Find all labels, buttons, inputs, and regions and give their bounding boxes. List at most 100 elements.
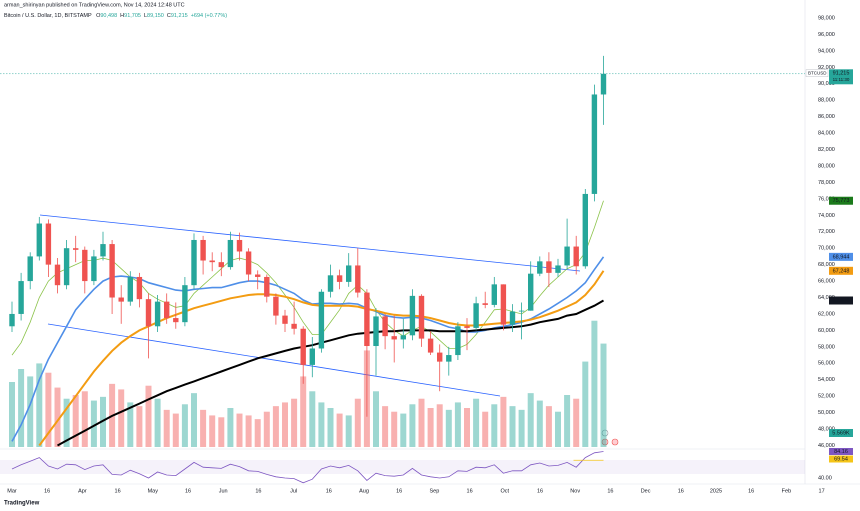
ma-badge [829, 266, 853, 275]
volume-bar [9, 382, 15, 447]
x-tick-label: Jul [290, 488, 297, 494]
countdown: 11:11:30 [833, 77, 850, 82]
brand: TradingView [4, 501, 40, 507]
rsi-ma-label: 69.54 [834, 456, 848, 462]
volume-bar [545, 406, 552, 447]
candle-body [191, 239, 197, 286]
candle-body [282, 315, 288, 324]
y-tick-label: 90,000 [818, 81, 835, 87]
volume-bar [436, 404, 443, 447]
x-tick-label: 16 [748, 488, 754, 494]
volume-bar [136, 406, 143, 447]
y-tick-label: 96,000 [818, 32, 835, 38]
x-tick-label: Feb [782, 488, 791, 494]
y-tick-label: 80,000 [818, 163, 835, 169]
candle-body [173, 318, 179, 323]
y-tick-label: 98,000 [818, 15, 835, 21]
volume-bar [81, 391, 88, 447]
candle-body [27, 256, 33, 282]
candle-body [537, 261, 543, 274]
volume-bar [591, 320, 598, 447]
x-tick-label: 16 [44, 488, 50, 494]
rsi-tick-label: 40.00 [818, 475, 832, 481]
volume-bar [418, 398, 425, 447]
candle-body [373, 316, 379, 347]
candle-body [182, 285, 188, 323]
candle-body [346, 265, 352, 282]
volume-bar [482, 411, 489, 447]
ma-badge [829, 196, 853, 205]
volume-bar [118, 389, 125, 447]
volume-bar [218, 417, 225, 447]
volume-bar [282, 402, 288, 447]
ohlc-value: 91,215 [171, 13, 188, 19]
ohlc-value: 91,705 [124, 13, 141, 19]
x-tick-label: 16 [607, 488, 613, 494]
candle-body [446, 355, 452, 362]
volume-bar [536, 400, 543, 447]
candle-body [127, 276, 133, 302]
candle-body [73, 248, 79, 250]
y-tick-label: 72,000 [818, 229, 835, 235]
candle-body [355, 265, 361, 293]
y-tick-label: 52,000 [818, 394, 835, 400]
volume-bar [36, 363, 43, 447]
volume-bar [191, 393, 197, 447]
candle-body [318, 291, 325, 349]
candle-body [291, 323, 297, 329]
volume-bar [336, 413, 343, 447]
event-icon[interactable] [601, 429, 609, 437]
x-tick-label: 16 [537, 488, 543, 494]
volume-bar [181, 404, 188, 447]
volume-bar [345, 415, 352, 447]
volume-bar [45, 372, 52, 447]
x-tick-label: 16 [678, 488, 684, 494]
y-tick-label: 68,000 [818, 262, 835, 268]
ohlc-value: 90,498 [100, 13, 117, 19]
volume-bar [209, 415, 216, 447]
volume-bar [27, 376, 34, 447]
symbol: Bitcoin / U.S. Dollar, 1D, BITSTAMP [4, 13, 92, 19]
ma-label: 63,636 [833, 298, 850, 304]
volume-bar [391, 411, 398, 447]
volume-bar [500, 396, 507, 447]
x-tick-label: 16 [255, 488, 261, 494]
y-tick-label: 82,000 [818, 147, 835, 153]
candle-body [245, 251, 252, 275]
volume-bar [54, 387, 61, 447]
volume-bar [582, 361, 589, 447]
candle-body [509, 311, 516, 325]
x-tick-label: 16 [396, 488, 402, 494]
candle-body [100, 244, 106, 257]
ohlc-key: O [96, 13, 101, 19]
event-icon[interactable] [611, 438, 619, 446]
change: +694 (+0.77%) [191, 13, 228, 19]
candle-body [409, 295, 416, 336]
candle-body [273, 296, 279, 316]
candle-body [427, 338, 434, 353]
volume-bar [454, 402, 461, 447]
volume-bar [573, 398, 580, 447]
event-icon[interactable] [601, 438, 609, 446]
volume-bar [145, 385, 152, 447]
y-tick-label: 60,000 [818, 328, 835, 334]
candle-body [236, 239, 243, 252]
candle-body [528, 273, 534, 311]
candle-body [154, 301, 161, 327]
x-tick-label: Apr [78, 488, 87, 494]
y-tick-label: 70,000 [818, 246, 835, 252]
candle-body [300, 328, 306, 365]
candle-body [45, 223, 52, 265]
candle-body [118, 297, 124, 302]
candle-body [9, 313, 15, 327]
ma-label: 67,248 [833, 268, 850, 274]
candle-body [473, 303, 479, 328]
volume-bar [245, 415, 252, 447]
candle-body [500, 284, 507, 325]
candle-body [145, 299, 152, 327]
candle-body [464, 326, 470, 328]
symbol-line: Bitcoin / U.S. Dollar, 1D, BITSTAMP O90,… [4, 13, 227, 19]
candle-body [200, 239, 206, 261]
volume-bar [236, 413, 243, 447]
